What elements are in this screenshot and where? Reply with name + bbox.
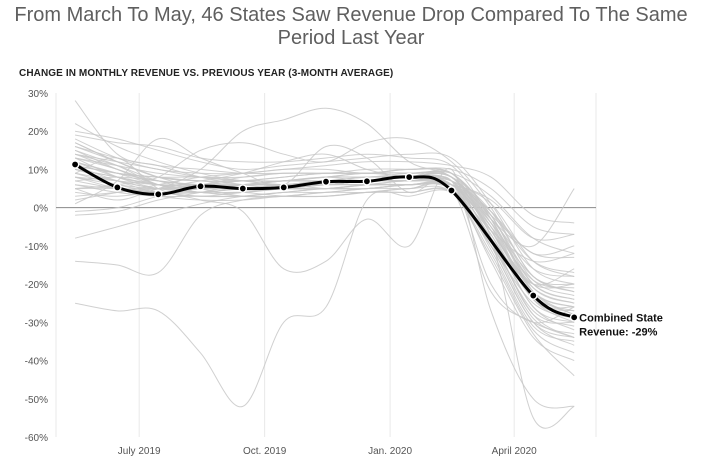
- state-line-41: [74, 153, 575, 248]
- x-tick-label: July 2019: [118, 446, 161, 457]
- y-tick-label: 30%: [28, 89, 48, 100]
- y-tick-label: -10%: [25, 242, 48, 253]
- x-tick-label: Oct. 2019: [243, 446, 287, 457]
- combined-point-5: [279, 183, 289, 192]
- chart-subtitle: CHANGE IN MONTHLY REVENUE VS. PREVIOUS Y…: [19, 68, 394, 79]
- y-tick-label: 0%: [34, 204, 49, 215]
- state-line-40: [74, 137, 575, 324]
- y-axis: 30% 20% 10% 0% -10% -20% -30% -40% -50% -60%: [25, 89, 48, 444]
- x-tick-label: April 2020: [492, 446, 537, 457]
- combined-point-9: [447, 186, 456, 195]
- end-label: Combined State Revenue: -29%: [579, 312, 663, 338]
- y-tick-label: -40%: [25, 357, 48, 368]
- state-line-36: [75, 189, 575, 429]
- combined-point-4: [238, 184, 248, 193]
- combined-point-3: [196, 181, 205, 191]
- y-tick-label: -50%: [25, 395, 48, 406]
- combined-point-2: [153, 189, 163, 199]
- state-series-lines: [74, 100, 575, 429]
- vertical-gridlines: [55, 93, 597, 437]
- combined-point-10: [528, 291, 538, 300]
- y-tick-label: 20%: [28, 127, 48, 138]
- y-tick-label: -20%: [25, 280, 48, 291]
- end-label-line-2: Revenue: -29%: [579, 326, 657, 338]
- state-line-46: [75, 165, 575, 304]
- state-line-39: [74, 157, 575, 409]
- state-line-31: [75, 160, 575, 224]
- combined-point-6: [321, 177, 331, 186]
- y-tick-label: -30%: [25, 318, 48, 329]
- x-tick-label: Jan. 2020: [368, 446, 412, 457]
- end-label-line-1: Combined State: [579, 312, 663, 324]
- combined-series: [70, 160, 579, 322]
- combined-point-0: [70, 160, 80, 169]
- combined-point-8: [404, 172, 414, 182]
- y-tick-label: 10%: [28, 165, 48, 176]
- x-axis: July 2019 Oct. 2019 Jan. 2020 April 2020: [118, 446, 537, 457]
- combined-point-7: [362, 176, 372, 186]
- y-tick-label: -60%: [25, 433, 48, 444]
- combined-point-1: [113, 183, 122, 192]
- state-line-47: [75, 157, 575, 319]
- combined-point-11: [569, 313, 579, 322]
- chart-title: From March To May, 46 States Saw Revenue…: [14, 4, 688, 49]
